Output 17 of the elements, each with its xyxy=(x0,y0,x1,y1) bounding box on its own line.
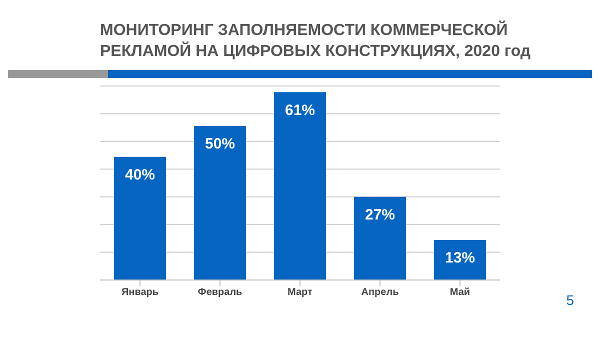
data-label: 61% xyxy=(284,102,316,119)
x-tick-label: Апрель xyxy=(361,287,399,298)
x-tick-label: Май xyxy=(450,287,470,298)
data-label: 13% xyxy=(444,250,476,267)
chart-title: МОНИТОРИНГ ЗАПОЛНЯЕМОСТИ КОММЕРЧЕСКОЙ РЕКЛАМОЙ НА ЦИФРОВЫХ КОНСТРУКЦИЯХ, 2020 год xyxy=(100,20,532,62)
data-label: 40% xyxy=(124,166,156,184)
bar xyxy=(194,126,246,280)
x-tick-label: Март xyxy=(288,287,313,298)
data-label: 50% xyxy=(204,136,236,153)
bar xyxy=(114,156,166,280)
bar xyxy=(434,240,486,280)
x-tick-label: Январь xyxy=(121,287,159,298)
x-tick-label: Февраль xyxy=(198,287,242,298)
bar xyxy=(354,196,406,280)
bar xyxy=(274,92,326,280)
text: 5 xyxy=(566,292,574,308)
data-label: 27% xyxy=(364,206,396,224)
